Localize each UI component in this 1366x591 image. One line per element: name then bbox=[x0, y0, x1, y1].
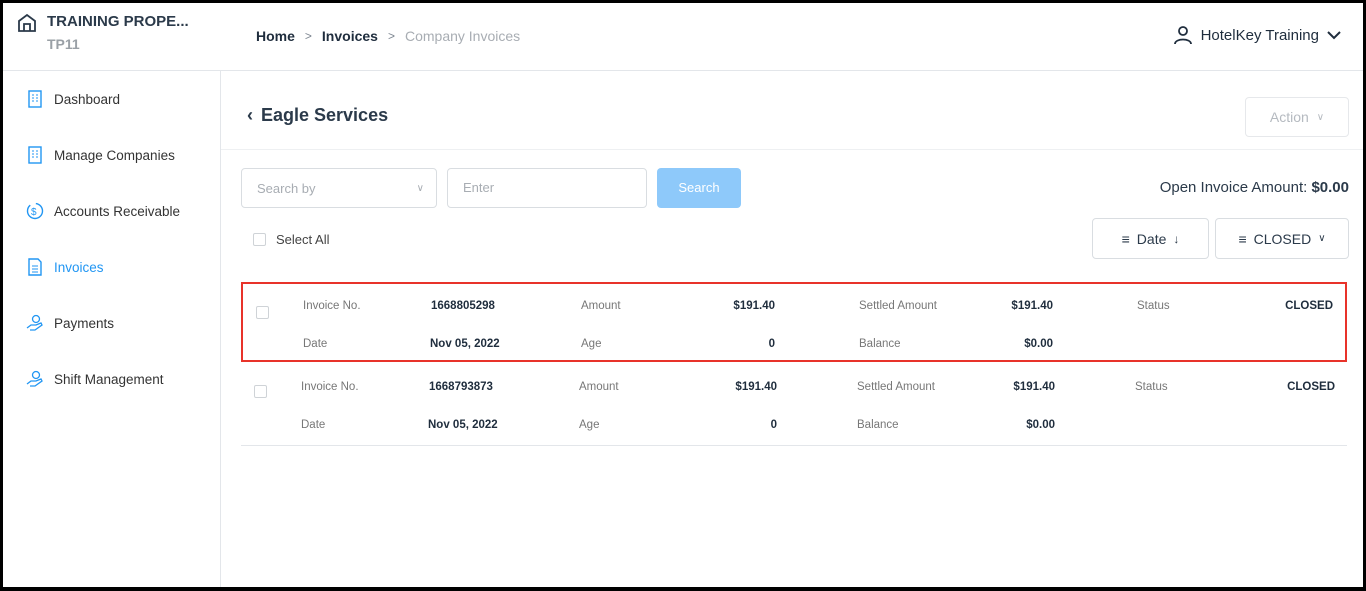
breadcrumb: Home > Invoices > Company Invoices bbox=[256, 28, 520, 44]
amount-label: Amount bbox=[579, 381, 619, 393]
search-by-placeholder: Search by bbox=[257, 180, 316, 196]
sidebar-item-label: Dashboard bbox=[54, 91, 121, 107]
property-code: TP11 bbox=[47, 36, 80, 52]
sidebar-item-label: Payments bbox=[54, 315, 115, 331]
search-by-select[interactable]: Search by ∨ bbox=[241, 168, 437, 208]
settled-label: Settled Amount bbox=[857, 381, 935, 393]
status-label: Status bbox=[1137, 300, 1170, 312]
filter-label: CLOSED bbox=[1253, 230, 1312, 247]
invoice-row[interactable]: Invoice No. 1668805298 Amount $191.40 Se… bbox=[241, 282, 1347, 362]
building-icon bbox=[28, 90, 42, 108]
sidebar-item-invoices[interactable]: Invoices bbox=[3, 239, 220, 295]
date-value: Nov 05, 2022 bbox=[428, 419, 498, 431]
user-icon bbox=[1173, 26, 1192, 45]
date-label: Date bbox=[301, 419, 326, 431]
breadcrumb-current: Company Invoices bbox=[404, 28, 521, 44]
sort-date-button[interactable]: ≡ Date ↓ bbox=[1092, 218, 1209, 259]
sidebar-item-dashboard[interactable]: Dashboard bbox=[3, 71, 220, 127]
sort-label: Date bbox=[1136, 230, 1167, 247]
amount-label: Amount bbox=[581, 300, 621, 312]
status-value: CLOSED bbox=[1285, 300, 1333, 312]
property-name: TRAINING PROPE... bbox=[47, 13, 189, 30]
balance-value: $0.00 bbox=[1026, 419, 1055, 431]
row-checkbox[interactable] bbox=[256, 306, 269, 319]
sort-icon: ≡ bbox=[1121, 230, 1130, 247]
chevron-down-icon: ∨ bbox=[416, 182, 424, 194]
top-header: TRAINING PROPE... TP11 Home > Invoices > C… bbox=[3, 3, 1363, 71]
svg-text:$: $ bbox=[31, 207, 37, 218]
sidebar: Dashboard Manage Companies $ Accounts Recei… bbox=[3, 71, 221, 587]
invoice-icon bbox=[28, 258, 42, 276]
property-selector[interactable]: TRAINING PROPE... TP11 bbox=[17, 13, 189, 52]
status-label: Status bbox=[1135, 381, 1168, 393]
sidebar-item-payments[interactable]: Payments bbox=[3, 295, 220, 351]
sidebar-item-manage-companies[interactable]: Manage Companies bbox=[3, 127, 220, 183]
company-name: Eagle Services bbox=[261, 105, 389, 125]
action-dropdown[interactable]: Action ∨ bbox=[1245, 97, 1349, 137]
age-value: 0 bbox=[768, 338, 775, 350]
search-input[interactable]: Enter bbox=[447, 168, 647, 208]
home-icon bbox=[18, 13, 36, 32]
invoice-no-value: 1668793873 bbox=[429, 381, 493, 393]
amount-value: $191.40 bbox=[733, 300, 775, 312]
balance-label: Balance bbox=[857, 419, 899, 431]
age-label: Age bbox=[579, 419, 600, 431]
chevron-down-icon: ∨ bbox=[1318, 233, 1326, 244]
select-all-checkbox[interactable] bbox=[253, 233, 266, 246]
back-icon[interactable]: ‹ bbox=[247, 105, 253, 125]
date-label: Date bbox=[303, 338, 328, 350]
chevron-right-icon: > bbox=[387, 29, 395, 43]
sidebar-item-label: Manage Companies bbox=[54, 147, 175, 163]
balance-value: $0.00 bbox=[1024, 338, 1053, 350]
chevron-right-icon: > bbox=[304, 29, 312, 43]
sidebar-item-accounts-receivable[interactable]: $ Accounts Receivable bbox=[3, 183, 220, 239]
sidebar-item-shift-management[interactable]: Shift Management bbox=[3, 351, 220, 407]
invoice-row[interactable]: Invoice No. 1668793873 Amount $191.40 Se… bbox=[241, 363, 1347, 443]
open-invoice-label: Open Invoice Amount: bbox=[1159, 179, 1308, 196]
building-icon bbox=[28, 146, 42, 164]
breadcrumb-invoices[interactable]: Invoices bbox=[321, 28, 378, 44]
select-all[interactable]: Select All bbox=[253, 232, 329, 247]
sidebar-item-label: Shift Management bbox=[54, 371, 164, 387]
breadcrumb-home[interactable]: Home bbox=[256, 28, 295, 44]
status-value: CLOSED bbox=[1287, 381, 1335, 393]
filter-icon: ≡ bbox=[1238, 230, 1247, 247]
date-value: Nov 05, 2022 bbox=[430, 338, 500, 350]
divider bbox=[221, 149, 1363, 150]
chevron-down-icon: ∨ bbox=[1316, 111, 1325, 123]
open-invoice-amount: Open Invoice Amount: $0.00 bbox=[1160, 179, 1349, 196]
status-filter-dropdown[interactable]: ≡ CLOSED ∨ bbox=[1215, 218, 1349, 259]
list-divider bbox=[241, 445, 1347, 446]
invoice-no-label: Invoice No. bbox=[303, 300, 361, 312]
open-invoice-value: $0.00 bbox=[1311, 179, 1349, 196]
settled-label: Settled Amount bbox=[859, 300, 937, 312]
hand-coin-icon bbox=[26, 314, 43, 331]
select-all-label: Select All bbox=[276, 232, 330, 247]
page-title: ‹ Eagle Services bbox=[247, 105, 388, 126]
invoice-no-label: Invoice No. bbox=[301, 381, 359, 393]
action-label: Action bbox=[1269, 109, 1309, 125]
amount-value: $191.40 bbox=[735, 381, 777, 393]
age-label: Age bbox=[581, 338, 602, 350]
user-menu[interactable]: HotelKey Training bbox=[1173, 25, 1341, 45]
row-checkbox[interactable] bbox=[254, 385, 267, 398]
chevron-down-icon bbox=[1327, 31, 1341, 40]
settled-value: $191.40 bbox=[1011, 300, 1053, 312]
sidebar-item-label: Accounts Receivable bbox=[54, 203, 181, 219]
main-content: ‹ Eagle Services Action ∨ Search by ∨ Ente… bbox=[221, 71, 1363, 587]
invoice-no-value: 1668805298 bbox=[431, 300, 495, 312]
user-name: HotelKey Training bbox=[1200, 26, 1319, 44]
balance-label: Balance bbox=[859, 338, 901, 350]
settled-value: $191.40 bbox=[1013, 381, 1055, 393]
search-button[interactable]: Search bbox=[657, 168, 741, 208]
dollar-cycle-icon: $ bbox=[26, 202, 44, 220]
sidebar-item-label: Invoices bbox=[54, 259, 104, 275]
hand-coin-icon bbox=[26, 370, 43, 387]
arrow-down-icon: ↓ bbox=[1173, 231, 1180, 246]
age-value: 0 bbox=[770, 419, 777, 431]
